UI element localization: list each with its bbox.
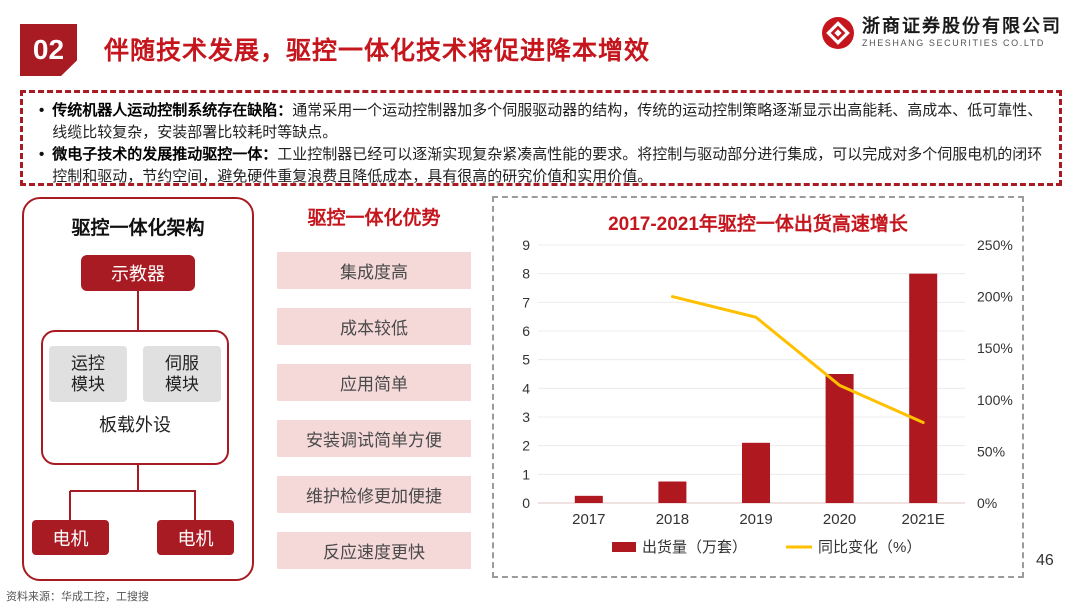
svg-text:2017: 2017 bbox=[572, 511, 605, 528]
section-number: 02 bbox=[32, 34, 65, 65]
advantages-panel: 驱控一体化优势 集成度高 成本较低 应用简单 安装调试简单方便 维护检修更加便捷… bbox=[277, 197, 471, 569]
teach-pendant-box: 示教器 bbox=[81, 255, 195, 291]
company-logo: 浙商证券股份有限公司 ZHESHANG SECURITIES CO.LTD bbox=[821, 16, 1062, 50]
motion-module-label: 运控模块 bbox=[70, 353, 105, 394]
svg-text:2020: 2020 bbox=[823, 511, 856, 528]
architecture-panel: 驱控一体化架构 示教器 运控模块 伺服模块 板载外设 电机 电机 bbox=[22, 197, 254, 581]
shipment-chart: 0 1 2 3 4 5 6 7 8 9 0% 50% 100% 150% 200% 250% 2017 2018 2… bbox=[522, 237, 1013, 556]
module-row: 运控模块 伺服模块 bbox=[49, 346, 221, 402]
svg-text:100%: 100% bbox=[977, 392, 1013, 408]
motor-box-1: 电机 bbox=[32, 520, 109, 555]
servo-module-box: 伺服模块 bbox=[143, 346, 221, 402]
servo-module-label: 伺服模块 bbox=[164, 353, 199, 394]
motor-box-2: 电机 bbox=[157, 520, 234, 555]
summary-bullet-1: 传统机器人运动控制系统存在缺陷：通常采用一个运动控制器加多个伺服驱动器的结构，传… bbox=[35, 100, 1047, 144]
company-name-cn: 浙商证券股份有限公司 bbox=[862, 16, 1062, 37]
architecture-title: 驱控一体化架构 bbox=[71, 218, 205, 239]
svg-text:250%: 250% bbox=[977, 237, 1013, 253]
svg-text:5: 5 bbox=[522, 352, 530, 368]
motion-module-box: 运控模块 bbox=[49, 346, 127, 402]
svg-text:6: 6 bbox=[522, 323, 530, 339]
section-number-badge: 02 bbox=[20, 24, 77, 76]
svg-text:7: 7 bbox=[522, 294, 530, 310]
advantage-item: 安装调试简单方便 bbox=[277, 420, 471, 457]
bullet-2-lead: 微电子技术的发展推动驱控一体： bbox=[52, 146, 278, 164]
chart-title: 2017-2021年驱控一体出货高速增长 bbox=[608, 214, 908, 235]
svg-text:2021E: 2021E bbox=[902, 511, 945, 528]
advantage-item: 维护检修更加便捷 bbox=[277, 476, 471, 513]
svg-text:3: 3 bbox=[522, 409, 530, 425]
svg-text:同比变化（%）: 同比变化（%） bbox=[818, 539, 921, 556]
advantage-item: 应用简单 bbox=[277, 364, 471, 401]
svg-text:出货量（万套）: 出货量（万套） bbox=[642, 539, 747, 556]
onboard-peripherals-label: 板载外设 bbox=[99, 415, 171, 435]
bullet-1-lead: 传统机器人运动控制系统存在缺陷： bbox=[52, 102, 293, 119]
company-name-en: ZHESHANG SECURITIES CO.LTD bbox=[862, 37, 1045, 48]
svg-text:2019: 2019 bbox=[739, 511, 772, 528]
page-title: 伴随技术发展，驱控一体化技术将促进降本增效 bbox=[104, 37, 651, 65]
summary-box: 传统机器人运动控制系统存在缺陷：通常采用一个运动控制器加多个伺服驱动器的结构，传… bbox=[20, 90, 1062, 186]
advantages-title: 驱控一体化优势 bbox=[307, 208, 441, 229]
controller-box: 运控模块 伺服模块 板载外设 bbox=[41, 330, 229, 465]
svg-text:8: 8 bbox=[522, 266, 530, 282]
advantage-item: 成本较低 bbox=[277, 308, 471, 345]
svg-text:150%: 150% bbox=[977, 340, 1013, 356]
bullet-2-text: 工业控制器已经可以逐渐实现复杂紧凑高性能的要求。将控制与驱动部分进行集成，可以完… bbox=[52, 146, 1043, 186]
bullet-1-text: 通常采用一个运动控制器加多个伺服驱动器的结构，传统的运动控制策略逐渐显示出高能耗… bbox=[52, 102, 1043, 142]
chart-panel: 2017-2021年驱控一体出货高速增长 0 1 2 3 4 5 6 7 8 9 0% 50% 100%… bbox=[492, 196, 1024, 578]
advantage-item: 反应速度更快 bbox=[277, 532, 471, 569]
company-logo-icon bbox=[822, 17, 854, 49]
svg-text:2018: 2018 bbox=[656, 511, 689, 528]
svg-text:50%: 50% bbox=[977, 443, 1005, 459]
svg-text:4: 4 bbox=[522, 380, 530, 396]
svg-text:1: 1 bbox=[522, 466, 530, 482]
svg-text:200%: 200% bbox=[977, 289, 1013, 305]
company-logo-text: 浙商证券股份有限公司 ZHESHANG SECURITIES CO.LTD bbox=[862, 16, 1062, 49]
page-number: 46 bbox=[1036, 552, 1054, 569]
svg-text:0: 0 bbox=[522, 495, 530, 511]
svg-text:0%: 0% bbox=[977, 495, 997, 511]
advantage-item: 集成度高 bbox=[277, 252, 471, 289]
svg-text:9: 9 bbox=[522, 237, 530, 253]
summary-bullet-2: 微电子技术的发展推动驱控一体：工业控制器已经可以逐渐实现复杂紧凑高性能的要求。将… bbox=[35, 144, 1047, 188]
svg-text:2: 2 bbox=[522, 438, 530, 454]
source-note: 资料来源：华成工控，工搜搜 bbox=[6, 591, 149, 603]
